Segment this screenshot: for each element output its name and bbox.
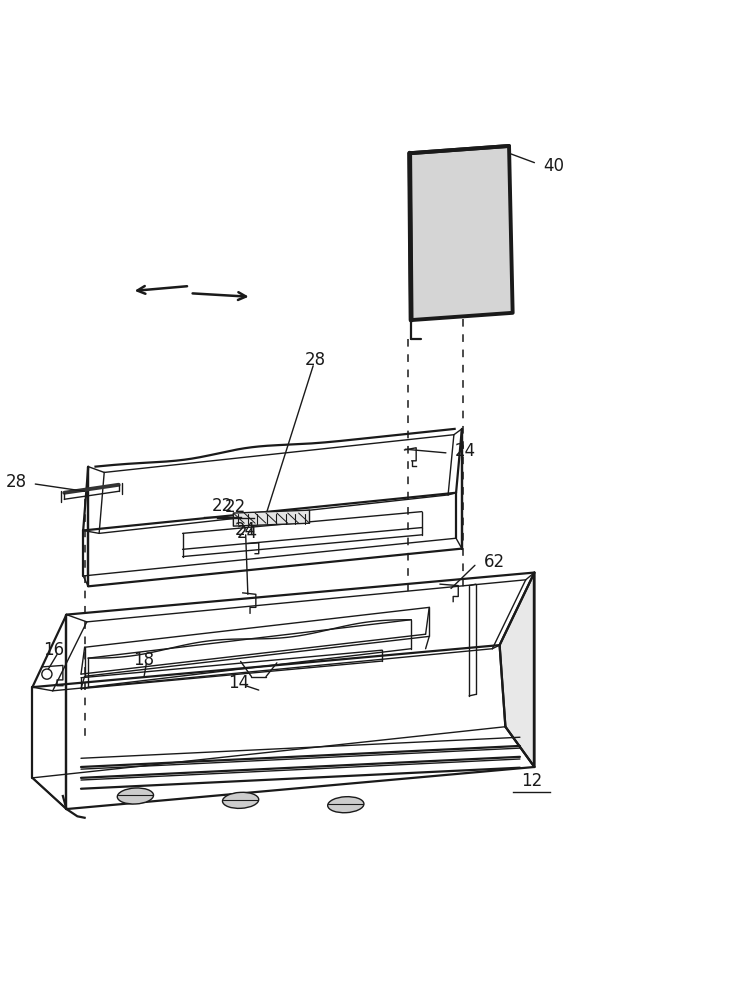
- Text: 14: 14: [229, 674, 250, 692]
- Text: 16: 16: [44, 641, 65, 659]
- Ellipse shape: [117, 788, 154, 804]
- Text: 28: 28: [305, 351, 326, 369]
- Text: 12: 12: [521, 772, 542, 790]
- Ellipse shape: [327, 797, 364, 813]
- Text: 24: 24: [235, 521, 257, 539]
- Polygon shape: [233, 510, 309, 526]
- Text: 24: 24: [237, 524, 258, 542]
- Text: 22: 22: [212, 497, 233, 515]
- Polygon shape: [499, 573, 534, 767]
- Text: 62: 62: [484, 553, 505, 571]
- Text: 40: 40: [543, 157, 564, 175]
- Text: 22: 22: [225, 498, 246, 516]
- Polygon shape: [409, 146, 512, 320]
- Ellipse shape: [222, 792, 259, 808]
- Text: 24: 24: [455, 442, 476, 460]
- Text: 18: 18: [134, 651, 155, 669]
- Text: 28: 28: [5, 473, 26, 491]
